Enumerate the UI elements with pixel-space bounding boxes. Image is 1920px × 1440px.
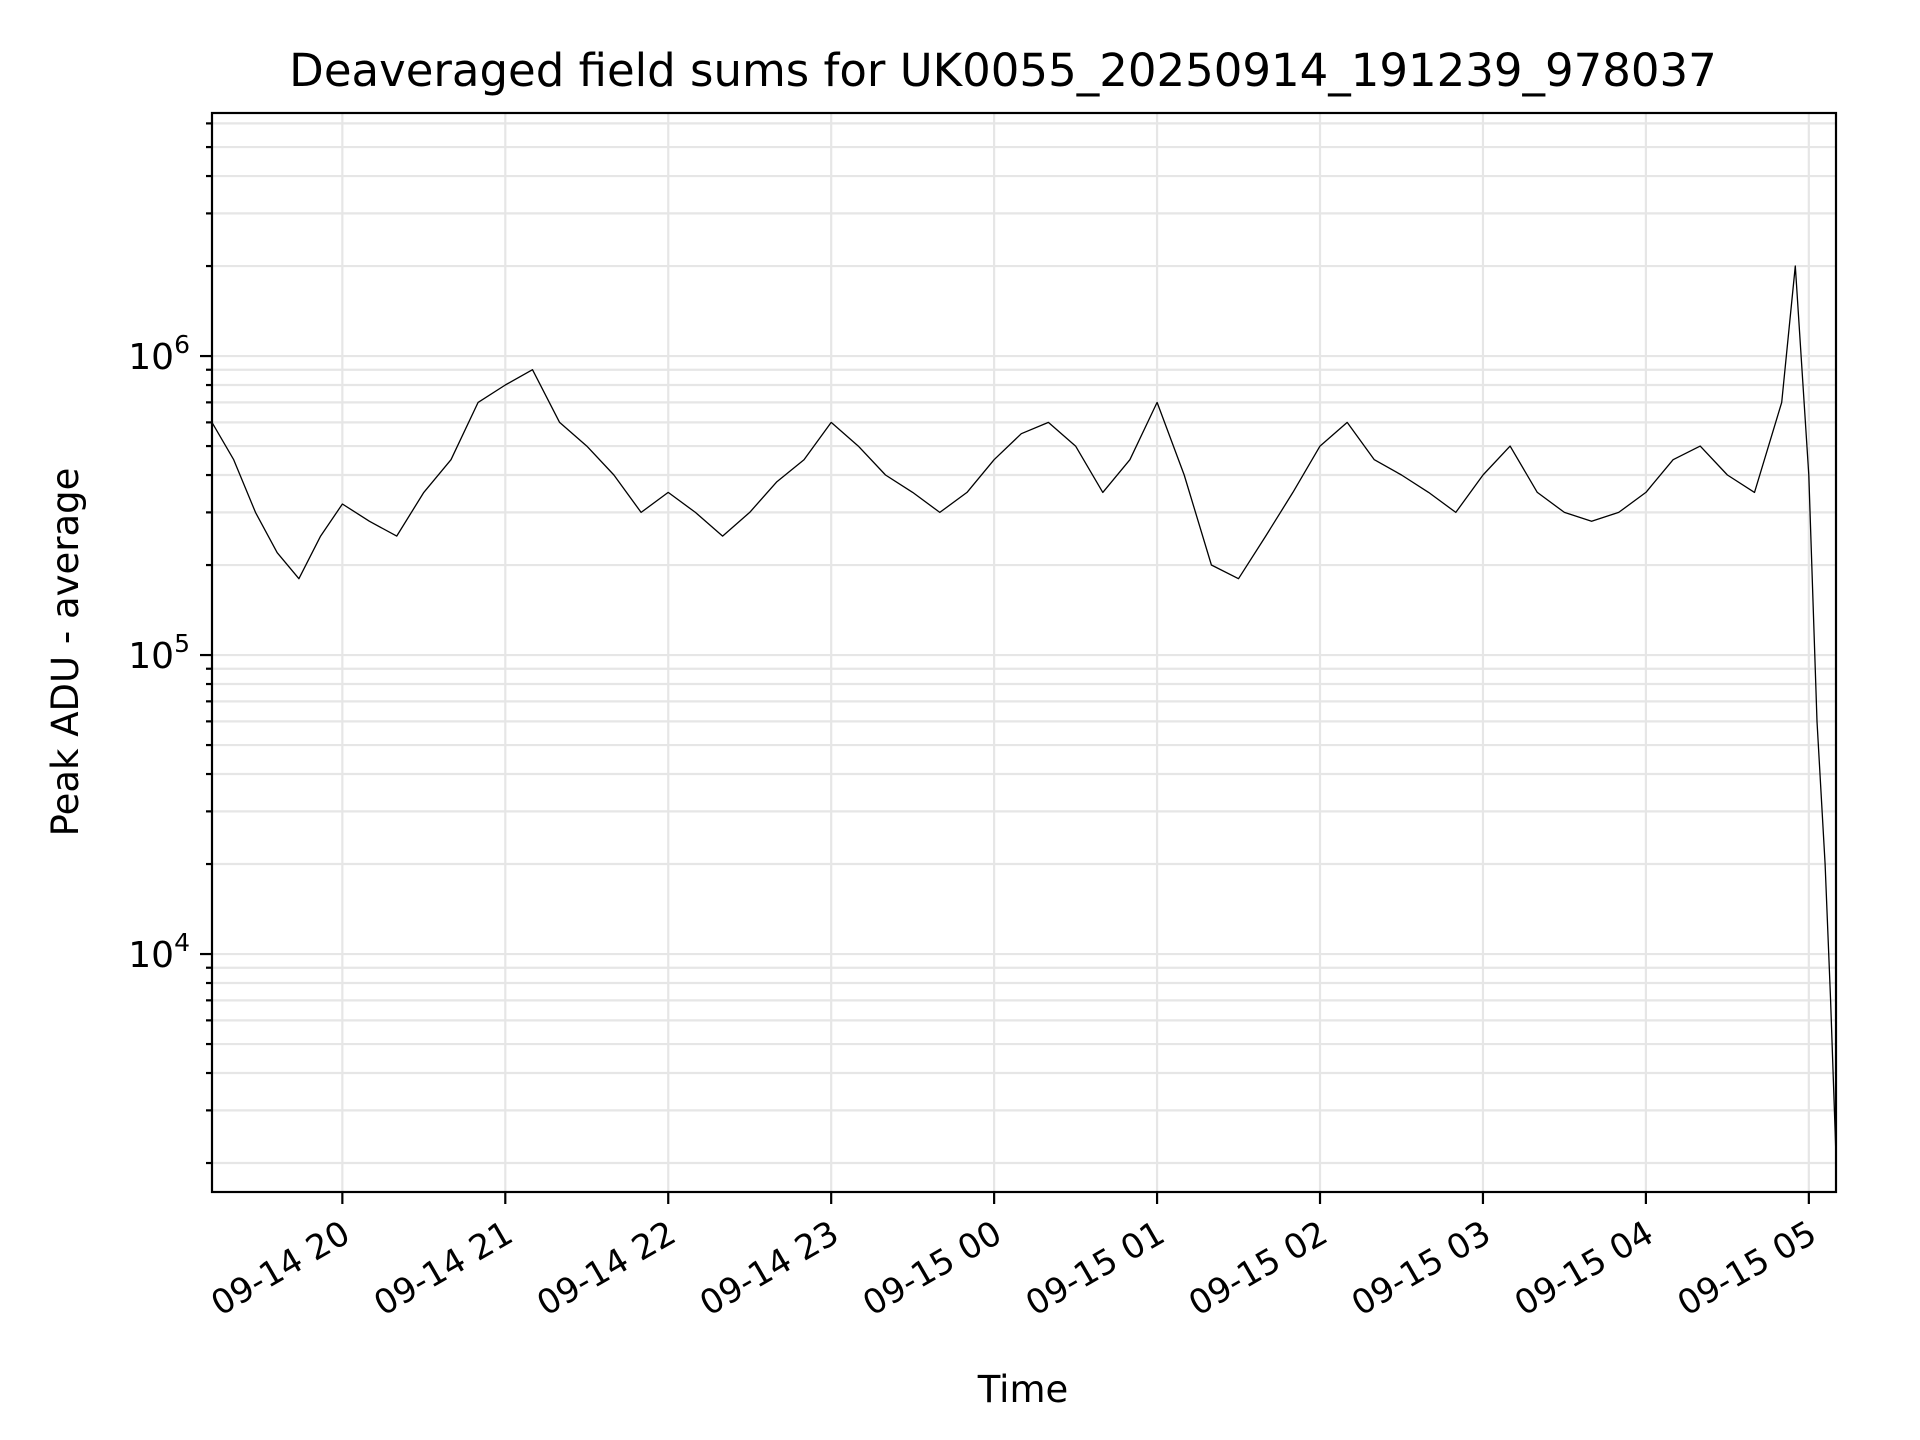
y-tick-exponent: 6 — [174, 330, 190, 359]
y-tick-label: 104 — [128, 928, 190, 976]
x-axis: 09-14 20 09-14 21 09-14 22 09-14 23 09-15 00… — [204, 1192, 1823, 1324]
x-tick-label: 09-14 21 — [367, 1213, 519, 1324]
x-tick-label: 09-14 22 — [530, 1213, 682, 1324]
y-tick-base: 10 — [128, 935, 174, 976]
y-tick-base: 10 — [128, 636, 174, 677]
x-tick-label: 09-15 03 — [1345, 1213, 1497, 1324]
x-tick-label: 09-15 05 — [1671, 1213, 1823, 1324]
chart-title: Deaveraged field sums for UK0055_2025091… — [289, 44, 1717, 97]
axes-frame — [210, 111, 1838, 1194]
y-tick-label: 105 — [128, 629, 190, 677]
x-tick-label: 09-15 01 — [1019, 1213, 1171, 1324]
y-tick-exponent: 5 — [174, 629, 190, 658]
series-line-0 — [211, 265, 1837, 1157]
grid — [212, 113, 1836, 1192]
x-tick-label: 09-15 00 — [856, 1213, 1008, 1324]
y-axis-label: Peak ADU - average — [44, 468, 87, 837]
plot-area — [211, 265, 1837, 1157]
y-tick-label: 106 — [128, 330, 190, 378]
y-tick-base: 10 — [128, 337, 174, 378]
y-tick-exponent: 4 — [174, 928, 190, 957]
x-axis-label: Time — [977, 1368, 1069, 1411]
x-tick-label: 09-15 02 — [1182, 1213, 1334, 1324]
x-tick-label: 09-15 04 — [1508, 1213, 1660, 1324]
x-tick-label: 09-14 20 — [204, 1213, 356, 1324]
x-tick-label: 09-14 23 — [693, 1213, 845, 1324]
